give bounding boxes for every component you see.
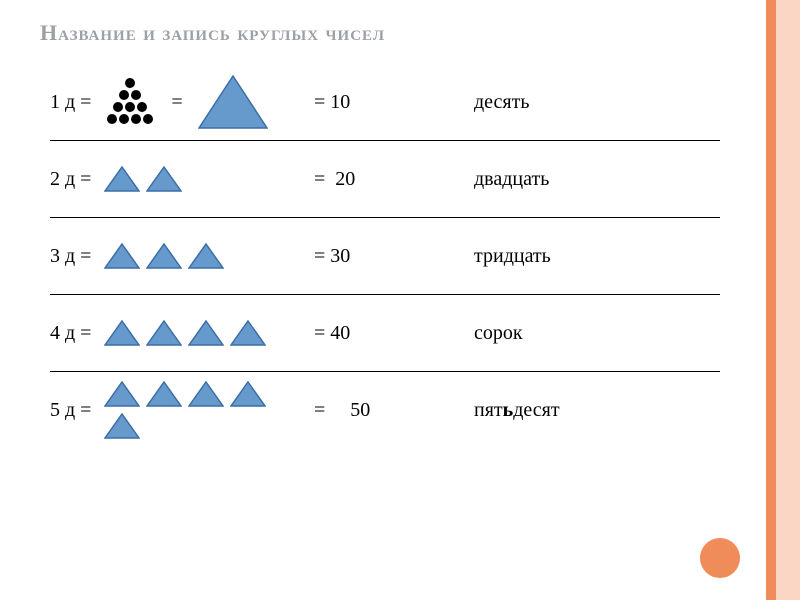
row-word: двадцать (474, 168, 740, 191)
slide-content: Название и запись круглых чисел 1 д = = = … (40, 20, 740, 448)
triangle-icon (230, 381, 266, 407)
word-prefix: пят (474, 399, 503, 421)
triangle-icon (146, 381, 182, 407)
rows-container: 1 д === 10десять2 д == 20двадцать3 д == … (40, 64, 740, 448)
table-row: 4 д = = 40сорок (40, 295, 740, 371)
triangle-group (104, 243, 224, 269)
triangle-icon (188, 243, 224, 269)
row-number: = 30 (314, 245, 474, 268)
page-title: Название и запись круглых чисел (40, 20, 740, 46)
row-word: пятьдесят (474, 399, 740, 422)
triangle-group (104, 166, 182, 192)
row-label: 5 д = (50, 399, 104, 422)
row-word: тридцать (474, 245, 740, 268)
row-number: = 20 (314, 168, 474, 191)
row-shapes (104, 243, 314, 269)
triangle-icon (146, 166, 182, 192)
triangle-icon (188, 381, 224, 407)
table-row: 1 д = = = 10десять (40, 64, 740, 140)
row-shapes: = (104, 75, 314, 129)
triangle-icon (104, 166, 140, 192)
right-rail-inner (766, 0, 776, 600)
accent-circle (700, 538, 740, 578)
equals-sign: = (162, 91, 192, 114)
triangle-group (104, 381, 284, 439)
triangle-icon (230, 320, 266, 346)
triangle-icon (104, 320, 140, 346)
table-row: 5 д = = 50пятьдесят (40, 372, 740, 448)
triangle-group (104, 320, 266, 346)
row-shapes (104, 166, 314, 192)
row-word: десять (474, 91, 740, 114)
triangle-icon (104, 381, 140, 407)
word-suffix: десят (513, 399, 559, 421)
row-shapes (104, 320, 314, 346)
triangle-icon (146, 320, 182, 346)
row-word: сорок (474, 322, 740, 345)
row-number: = 40 (314, 322, 474, 345)
word-bold: ь (503, 399, 514, 421)
row-number: = 50 (314, 399, 474, 422)
triangle-icon (146, 243, 182, 269)
row-label: 4 д = (50, 322, 104, 345)
row-label: 1 д = (50, 91, 104, 114)
right-rail-outer (776, 0, 800, 600)
table-row: 3 д = = 30тридцать (40, 218, 740, 294)
triangle-icon (104, 413, 140, 439)
row-label: 3 д = (50, 245, 104, 268)
triangle-icon (104, 243, 140, 269)
dot-cluster-icon (104, 76, 156, 128)
row-shapes (104, 381, 314, 439)
row-number: = 10 (314, 91, 474, 114)
table-row: 2 д = = 20двадцать (40, 141, 740, 217)
row-label: 2 д = (50, 168, 104, 191)
triangle-icon (198, 75, 268, 129)
triangle-icon (188, 320, 224, 346)
